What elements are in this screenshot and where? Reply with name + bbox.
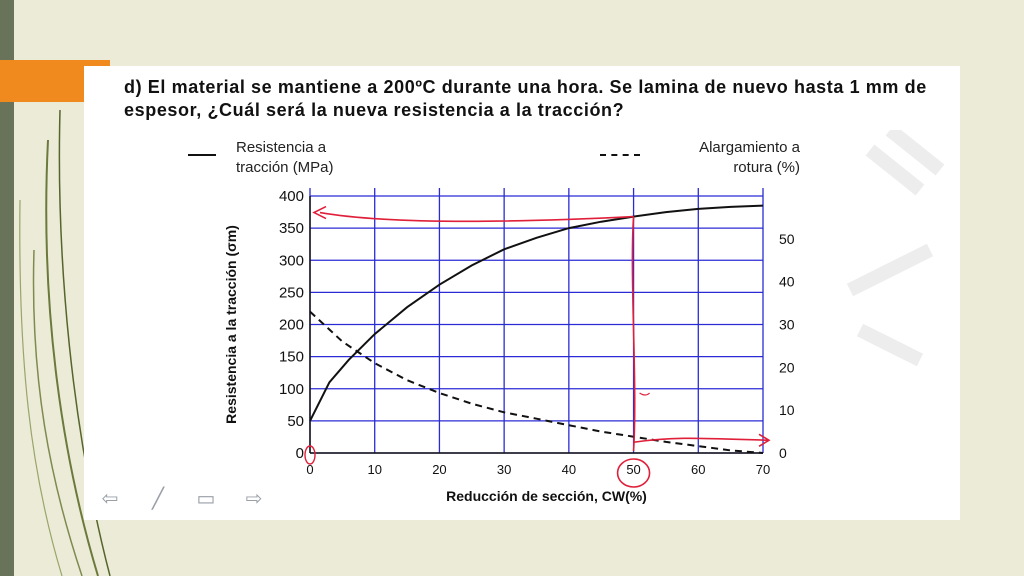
y-tick-label: 350: [279, 220, 304, 237]
x-tick-label: 60: [691, 462, 705, 477]
slide-image-panel: d) El material se mantiene a 200ºC duran…: [84, 66, 960, 520]
x-tick-label: 70: [756, 462, 770, 477]
question-text: d) El material se mantiene a 200ºC duran…: [124, 77, 927, 120]
legend-dashed-line: [600, 154, 640, 156]
pen-icon[interactable]: ╱: [151, 488, 165, 510]
x-tick-label: 40: [562, 462, 576, 477]
tensile-strength-curve: [309, 204, 764, 422]
y-tick-label: 200: [279, 317, 304, 334]
y2-tick-label: 0: [779, 445, 787, 461]
legend-solid-line: [188, 154, 216, 156]
elongation-dashed-curve: [309, 310, 764, 454]
y2-tick-label: 20: [779, 359, 795, 375]
y-tick-label: 0: [296, 445, 304, 462]
x-tick-label: 10: [367, 462, 381, 477]
previous-arrow-icon[interactable]: ⇦: [101, 488, 119, 510]
y-tick-label: 100: [279, 381, 304, 398]
tensile-strength-chart: 0 10 20 30 40 50 60 70 0 50 100 150 200 250 300 350 400 0…: [223, 188, 795, 504]
annotation-circle-origin: [304, 445, 316, 465]
y-tick-label: 150: [279, 349, 304, 366]
y2-tick-label: 10: [779, 402, 795, 418]
legend-tensile-strength: Resistencia a tracción (MPa): [236, 139, 334, 176]
slide-nav-bar: ⇦ ╱ ▭ ⇨: [96, 486, 268, 511]
y-tick-label: 300: [279, 252, 304, 269]
y-tick-label: 250: [279, 284, 304, 301]
y2-tick-label: 40: [779, 274, 795, 290]
x-axis-title: Reducción de sección, CW(%): [446, 488, 647, 504]
menu-icon[interactable]: ▭: [196, 488, 216, 510]
annotation-circle-50: [616, 458, 651, 488]
annotation-arrowhead-right: [758, 433, 771, 447]
annotation-vertical-line: [631, 216, 636, 452]
x-tick-label: 30: [497, 462, 511, 477]
y-tick-label: 400: [279, 188, 304, 205]
x-tick-label: 50: [626, 462, 640, 477]
y2-tick-label: 50: [779, 231, 795, 247]
y-axis-title: Resistencia a la tracción (σm): [223, 225, 239, 424]
left-accent-strip: [0, 0, 14, 576]
x-tick-label: 0: [306, 462, 313, 477]
next-arrow-icon[interactable]: ⇨: [245, 488, 263, 510]
y-tick-label: 50: [287, 413, 304, 430]
faint-background-watermark: [846, 130, 945, 367]
annotation-elongation-arrow: [633, 437, 770, 444]
annotation-scribble: [639, 392, 650, 396]
annotation-arrowhead-left: [312, 205, 327, 220]
y2-tick-label: 30: [779, 317, 795, 333]
legend-elongation: Alargamiento a rotura (%): [699, 139, 800, 176]
x-tick-label: 20: [432, 462, 446, 477]
annotation-strength-arrow: [319, 211, 634, 223]
